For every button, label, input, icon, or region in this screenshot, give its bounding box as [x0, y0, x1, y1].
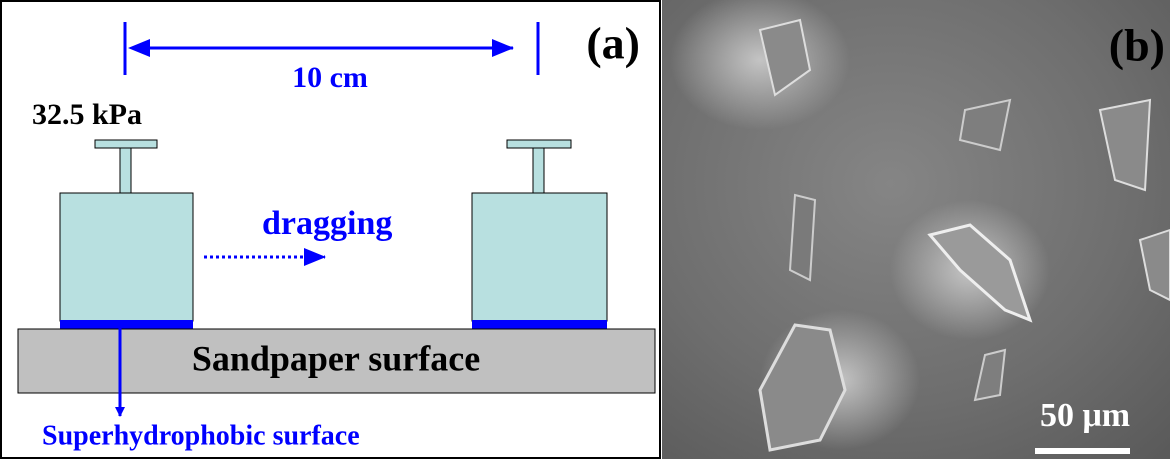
pressure-label: 32.5 kPa	[32, 98, 142, 131]
scale-bar	[1035, 448, 1130, 454]
weight-stem	[120, 148, 131, 193]
panel-b: (b) 50 μm	[662, 0, 1170, 459]
panel-label: (a)	[586, 18, 640, 69]
scale-bar-label: 50 μm	[1040, 397, 1130, 434]
figure: 10 cm 32.5 kPa (a) dragging Sandpaper su…	[0, 0, 1170, 459]
weight-block	[472, 193, 607, 321]
weight-block	[60, 193, 193, 321]
weight-plate	[507, 140, 571, 148]
base-label: Sandpaper surface	[192, 338, 480, 378]
sample-label: Superhydrophobic surface	[42, 420, 360, 451]
panel-label: (b)	[1109, 20, 1165, 71]
distance-label: 10 cm	[292, 61, 368, 94]
weight-plate	[95, 140, 157, 148]
panel-a: 10 cm 32.5 kPa (a) dragging Sandpaper su…	[1, 1, 660, 458]
particle	[790, 195, 815, 280]
sample-layer	[472, 320, 607, 329]
sample-layer	[60, 320, 193, 329]
motion-label: dragging	[262, 205, 392, 242]
weight-stem	[533, 148, 544, 193]
